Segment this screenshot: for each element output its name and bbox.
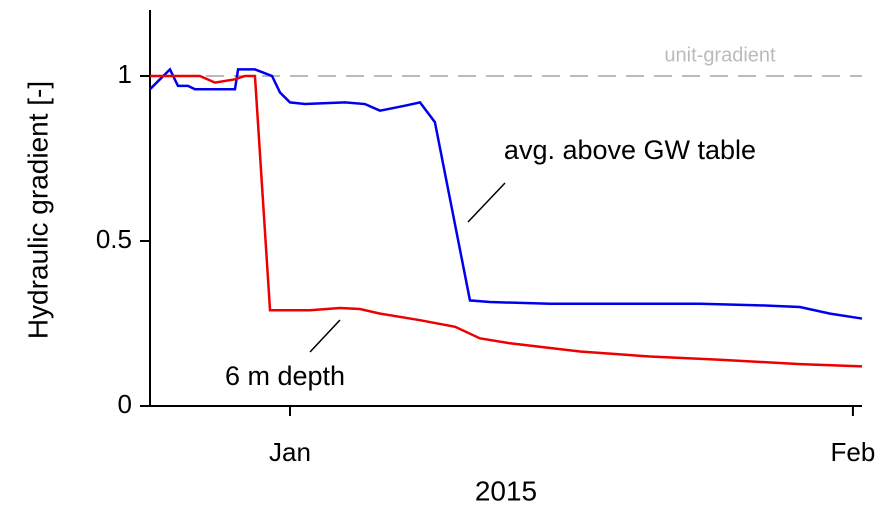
x-tick-label: Jan (269, 437, 311, 467)
leader-line (309, 319, 341, 353)
reference-label: unit-gradient (664, 44, 776, 66)
data-line (150, 74, 863, 368)
leader-line (467, 182, 506, 223)
annotation: avg. above GW table (504, 135, 756, 165)
annotation: 6 m depth (225, 361, 345, 391)
x-tick-label: Feb (831, 437, 876, 467)
x-axis-title: 2015 (475, 475, 537, 506)
y-tick-label: 1 (118, 59, 132, 89)
y-tick-label: 0 (118, 389, 132, 419)
y-tick-label: 0.5 (96, 224, 132, 254)
y-axis-title: Hydraulic gradient [-] (22, 81, 53, 339)
data-line (149, 67, 863, 320)
